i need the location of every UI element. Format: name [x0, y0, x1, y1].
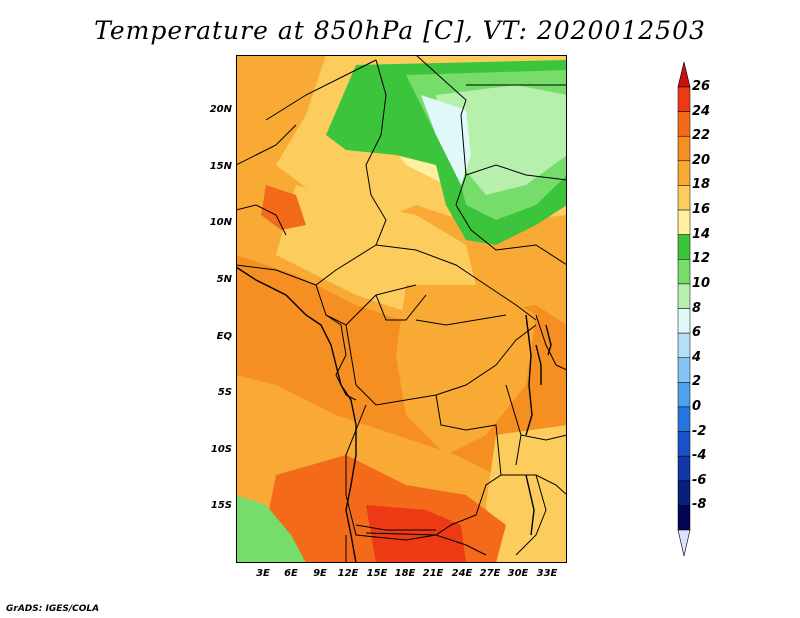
colorbar-segment	[677, 357, 691, 383]
colorbar-segment	[677, 185, 691, 211]
colorbar-tick-label: -8	[692, 497, 707, 513]
temp-zone-4-6	[421, 95, 471, 185]
x-tick-label: 6E	[284, 568, 298, 579]
colorbar-tick-label: 8	[692, 300, 702, 316]
colorbar-tick-label: 2	[692, 374, 702, 390]
x-tick-label: 30E	[507, 568, 529, 579]
colorbar-tick-label: 20	[692, 152, 711, 168]
colorbar-tick-label: 14	[692, 226, 711, 242]
x-tick-label: 21E	[422, 568, 444, 579]
x-tick-label: 27E	[479, 568, 501, 579]
temp-zone-6-8	[436, 85, 567, 195]
colorbar-tick-label: 10	[692, 275, 711, 291]
colorbar-tick-label: -6	[692, 472, 707, 488]
y-tick-label: 15S	[210, 500, 232, 511]
colorbar	[677, 61, 691, 557]
temp-zone-22-24-west	[261, 185, 306, 230]
colorbar-tick-label: 24	[692, 103, 711, 119]
x-tick-label: 33E	[536, 568, 558, 579]
temp-zone-10-12-southwest	[236, 495, 306, 563]
y-tick-label: 20N	[209, 104, 232, 115]
colorbar-segment	[677, 480, 691, 506]
colorbar-tick-label: -2	[692, 423, 707, 439]
x-tick-label: 18E	[394, 568, 416, 579]
colorbar-segment	[677, 382, 691, 408]
x-tick-label: 3E	[256, 568, 270, 579]
colorbar-tick-label: 6	[692, 325, 702, 341]
colorbar-segment	[677, 283, 691, 309]
colorbar-segment	[677, 160, 691, 186]
colorbar-tick-label: 12	[692, 251, 711, 267]
country-borders	[236, 55, 567, 563]
colorbar-segment	[677, 455, 691, 482]
y-tick-label: 5S	[217, 387, 232, 398]
colorbar-segment	[677, 406, 691, 432]
colorbar-segment	[677, 234, 691, 260]
y-tick-label: 10S	[210, 444, 232, 455]
grads-credit: GrADS: IGES/COLA	[6, 604, 100, 614]
temp-zone-18-20-central	[396, 285, 536, 455]
y-tick-label: 5N	[216, 274, 232, 285]
colorbar-segment	[677, 505, 691, 531]
x-tick-label: 9E	[313, 568, 327, 579]
chart-title: Temperature at 850hPa [C], VT: 202001250…	[94, 16, 706, 45]
map-frame	[236, 55, 567, 563]
y-tick-label: 10N	[209, 217, 232, 228]
x-tick-label: 12E	[337, 568, 359, 579]
colorbar-tick-label: -4	[692, 448, 707, 464]
colorbar-segment	[677, 431, 691, 457]
y-tick-label: EQ	[216, 331, 232, 342]
colorbar-segment	[677, 135, 691, 162]
colorbar-segment	[677, 86, 691, 112]
x-tick-label: 15E	[366, 568, 388, 579]
temp-zone-16-18-central	[276, 185, 476, 315]
y-tick-label: 15N	[209, 161, 232, 172]
colorbar-tick-label: 22	[692, 128, 711, 144]
x-tick-label: 24E	[451, 568, 473, 579]
colorbar-tick-label: 16	[692, 202, 711, 218]
colorbar-tick-label: 18	[692, 177, 711, 193]
colorbar-segment	[677, 259, 691, 285]
colorbar-segment	[677, 332, 691, 358]
temperature-map	[236, 55, 567, 563]
colorbar-tick-label: 0	[692, 398, 702, 414]
colorbar-tick-label: 4	[692, 349, 702, 365]
colorbar-segment	[677, 111, 691, 137]
coastlines-lakes	[236, 266, 552, 563]
colorbar-segment	[677, 209, 691, 235]
colorbar-tick-label: 26	[692, 79, 711, 94]
temp-zone-16-18-east	[486, 425, 567, 563]
colorbar-segment	[677, 308, 691, 334]
colorbar-lower-arrow	[677, 529, 691, 557]
colorbar-upper-arrow	[677, 61, 691, 88]
